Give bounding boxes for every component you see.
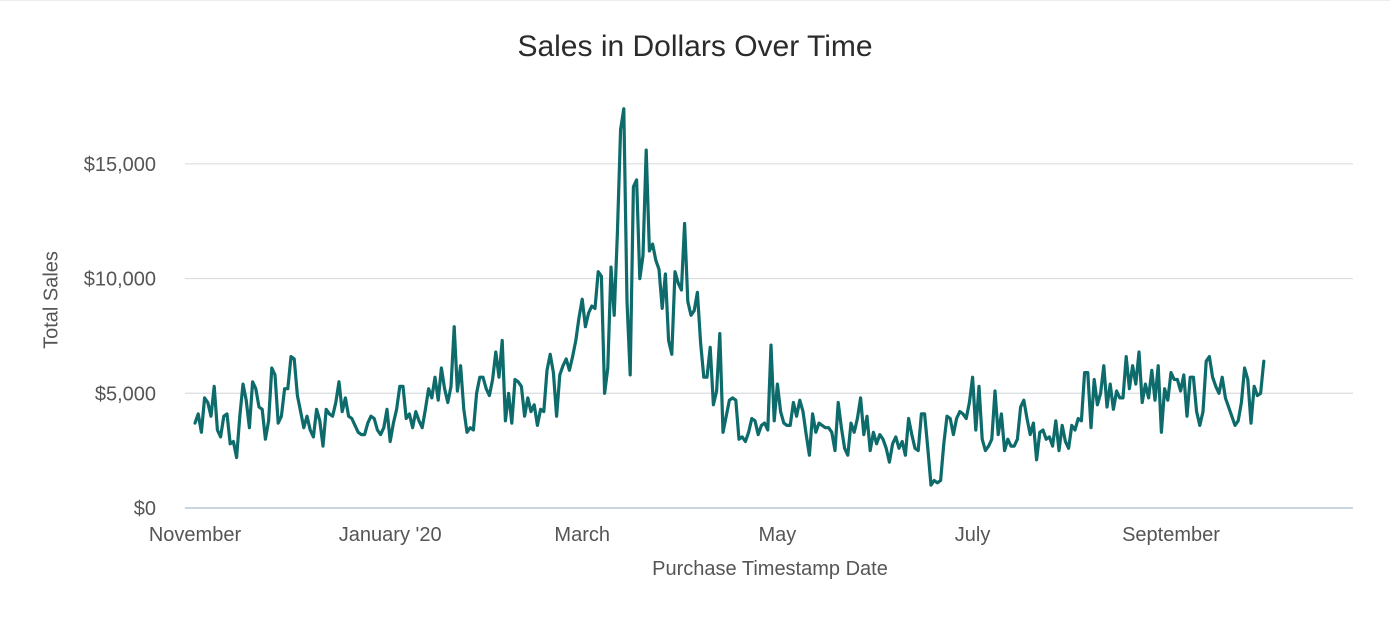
x-tick-label: May	[759, 524, 797, 546]
x-tick-label: November	[149, 524, 242, 546]
x-tick-label: January '20	[339, 524, 442, 546]
top-border	[0, 0, 1390, 1]
y-tick-label: $10,000	[84, 269, 156, 291]
y-tick-label: $0	[134, 498, 156, 520]
sales-line	[193, 107, 1266, 487]
x-axis-label: Purchase Timestamp Date	[652, 558, 888, 580]
x-tick-label: March	[554, 524, 610, 546]
x-tick-label: September	[1122, 524, 1220, 546]
chart-title: Sales in Dollars Over Time	[517, 30, 873, 63]
y-tick-label: $15,000	[84, 154, 156, 176]
y-axis-label: Total Sales	[40, 251, 63, 349]
y-tick-label: $5,000	[95, 383, 156, 405]
x-tick-label: July	[955, 524, 991, 546]
